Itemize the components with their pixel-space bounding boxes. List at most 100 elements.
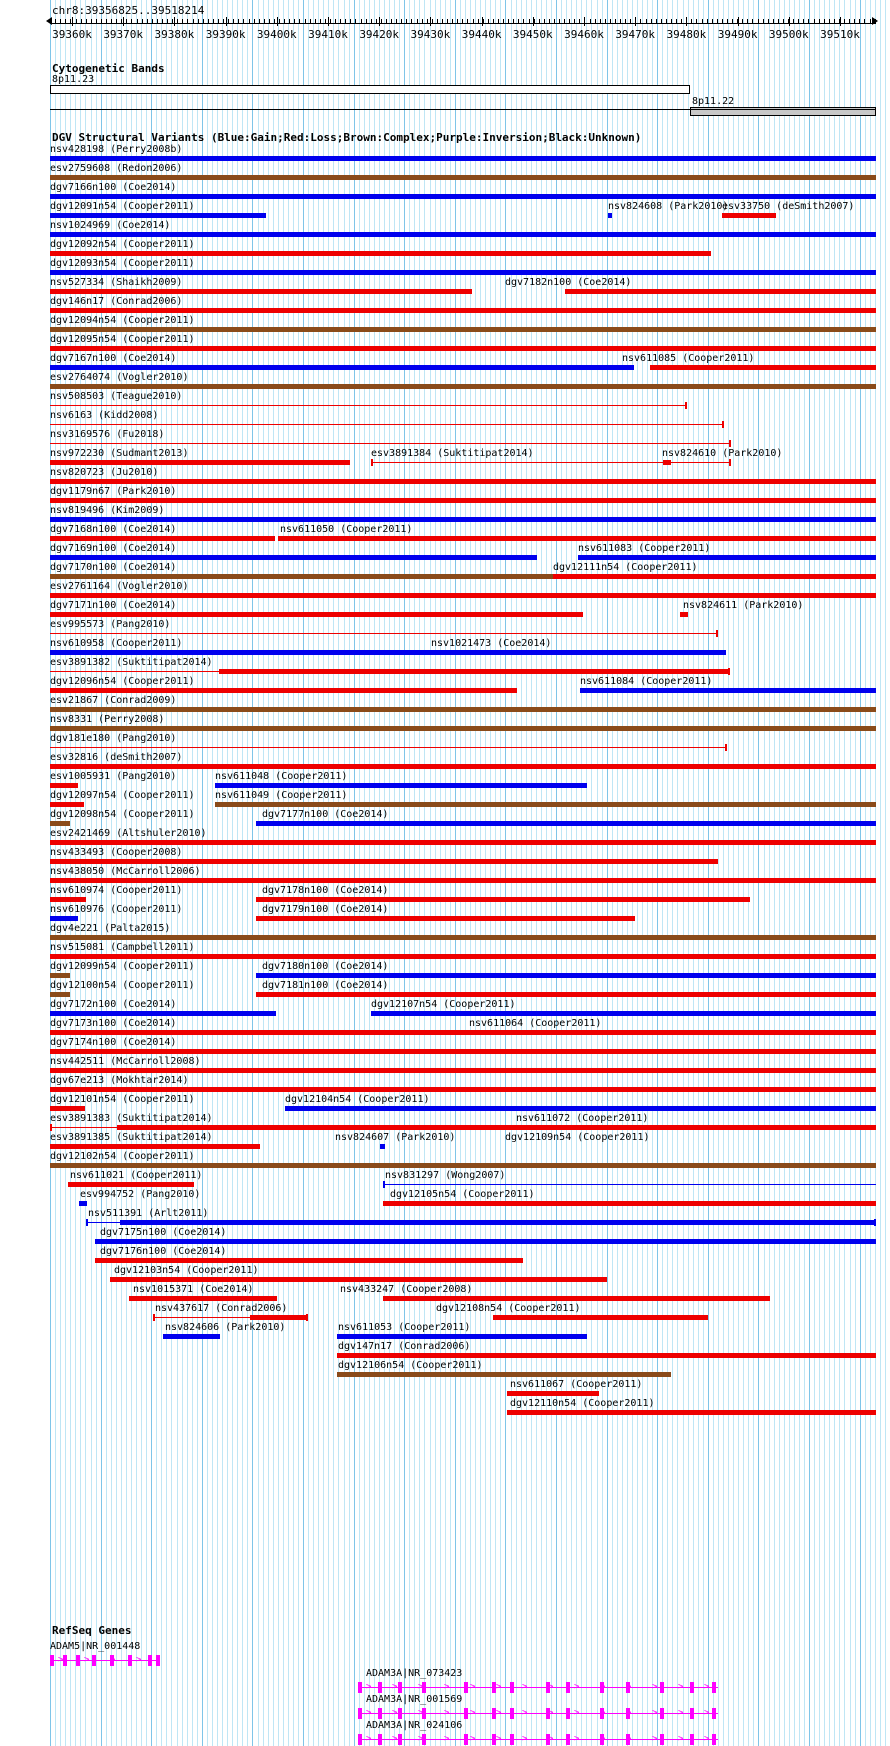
cytoband-segment[interactable] <box>50 85 690 94</box>
variant-bar[interactable] <box>256 897 750 902</box>
variant-bar[interactable] <box>256 973 876 978</box>
variant-bar[interactable] <box>163 1334 220 1339</box>
variant-label[interactable]: dgv7177n100 (Coe2014) <box>262 809 389 820</box>
variant-label[interactable]: nsv610958 (Cooper2011) <box>50 638 183 649</box>
variant-label[interactable]: nsv819496 (Kim2009) <box>50 505 165 516</box>
gene-exon[interactable] <box>546 1682 550 1693</box>
variant-label[interactable]: dgv7182n100 (Coe2014) <box>505 277 632 288</box>
variant-bar[interactable] <box>50 954 876 959</box>
gene-exon[interactable] <box>110 1655 114 1666</box>
gene-exon[interactable] <box>422 1682 426 1693</box>
variant-label[interactable]: nsv1021473 (Coe2014) <box>431 638 552 649</box>
variant-label[interactable]: nsv6163 (Kidd2008) <box>50 410 159 421</box>
variant-bar[interactable] <box>50 726 876 731</box>
variant-label[interactable]: nsv610976 (Cooper2011) <box>50 904 183 915</box>
gene-exon[interactable] <box>398 1708 402 1719</box>
variant-bar[interactable] <box>50 498 876 503</box>
gene-exon[interactable] <box>566 1734 570 1745</box>
variant-bar[interactable] <box>117 1125 876 1130</box>
variant-label[interactable]: esv32816 (deSmith2007) <box>50 752 183 763</box>
variant-bar[interactable] <box>215 802 876 807</box>
variant-bar[interactable] <box>50 1068 876 1073</box>
variant-label[interactable]: dgv7170n100 (Coe2014) <box>50 562 177 573</box>
variant-bar[interactable] <box>50 251 711 256</box>
variant-label[interactable]: dgv12102n54 (Cooper2011) <box>50 1151 195 1162</box>
gene-exon[interactable] <box>690 1708 694 1719</box>
gene-exon[interactable] <box>626 1734 630 1745</box>
variant-label[interactable]: nsv611048 (Cooper2011) <box>215 771 348 782</box>
variant-label[interactable]: esv995573 (Pang2010) <box>50 619 171 630</box>
variant-thin-line[interactable] <box>50 443 731 444</box>
variant-label[interactable]: dgv7176n100 (Coe2014) <box>100 1246 227 1257</box>
gene-exon[interactable] <box>566 1682 570 1693</box>
gene-exon[interactable] <box>690 1734 694 1745</box>
variant-label[interactable]: nsv428198 (Perry2008b) <box>50 144 183 155</box>
gene-exon[interactable] <box>128 1655 132 1666</box>
gene-exon[interactable] <box>398 1682 402 1693</box>
variant-bar[interactable] <box>95 1258 523 1263</box>
variant-bar[interactable] <box>383 1296 770 1301</box>
variant-bar[interactable] <box>215 783 587 788</box>
variant-bar[interactable] <box>278 536 876 541</box>
variant-label[interactable]: dgv7166n100 (Coe2014) <box>50 182 177 193</box>
variant-bar[interactable] <box>469 1030 876 1035</box>
variant-label[interactable]: esv3891382 (Suktitipat2014) <box>50 657 213 668</box>
variant-label[interactable]: nsv527334 (Shaikh2009) <box>50 277 183 288</box>
variant-bar[interactable] <box>50 232 876 237</box>
gene-exon[interactable] <box>464 1708 468 1719</box>
variant-label[interactable]: esv994752 (Pang2010) <box>80 1189 201 1200</box>
variant-label[interactable]: nsv508503 (Teague2010) <box>50 391 183 402</box>
variant-label[interactable]: dgv12108n54 (Cooper2011) <box>436 1303 581 1314</box>
variant-bar[interactable] <box>50 859 718 864</box>
variant-label[interactable]: dgv7173n100 (Coe2014) <box>50 1018 177 1029</box>
variant-bar[interactable] <box>129 1296 277 1301</box>
variant-label[interactable]: nsv972230 (Sudmant2013) <box>50 448 189 459</box>
coordinate-ruler[interactable]: chr8:39356825..39518214 39360k 39370k 3938… <box>0 0 890 52</box>
variant-label[interactable]: esv2761164 (Vogler2010) <box>50 581 189 592</box>
gene-exon[interactable] <box>510 1734 514 1745</box>
gene-exon[interactable] <box>358 1734 362 1745</box>
variant-label[interactable]: nsv1015371 (Coe2014) <box>133 1284 254 1295</box>
gene-exon[interactable] <box>626 1708 630 1719</box>
gene-exon[interactable] <box>660 1682 664 1693</box>
gene-exon[interactable] <box>600 1734 604 1745</box>
variant-label[interactable]: dgv7179n100 (Coe2014) <box>262 904 389 915</box>
variant-bar[interactable] <box>50 308 876 313</box>
variant-label[interactable]: nsv438050 (McCarroll2006) <box>50 866 201 877</box>
variant-label[interactable]: esv3891384 (Suktitipat2014) <box>371 448 534 459</box>
variant-bar[interactable] <box>663 460 671 465</box>
variant-label[interactable]: nsv820723 (Ju2010) <box>50 467 159 478</box>
variant-label[interactable]: esv2759608 (Redon2006) <box>50 163 183 174</box>
variant-bar[interactable] <box>50 1106 85 1111</box>
variant-label[interactable]: dgv12109n54 (Cooper2011) <box>505 1132 650 1143</box>
gene-exon[interactable] <box>422 1708 426 1719</box>
gene-label[interactable]: ADAM3A|NR_024106 <box>366 1720 463 1731</box>
variant-label[interactable]: dgv146n17 (Conrad2006) <box>50 296 183 307</box>
variant-label[interactable]: dgv12105n54 (Cooper2011) <box>390 1189 535 1200</box>
variant-bar[interactable] <box>50 1011 276 1016</box>
variant-label[interactable]: dgv1179n67 (Park2010) <box>50 486 177 497</box>
variant-bar[interactable] <box>580 688 876 693</box>
variant-label[interactable]: nsv437617 (Conrad2006) <box>155 1303 288 1314</box>
variant-bar[interactable] <box>110 1277 607 1282</box>
gene-exon[interactable] <box>378 1682 382 1693</box>
variant-label[interactable]: nsv433247 (Cooper2008) <box>340 1284 473 1295</box>
variant-bar[interactable] <box>50 517 876 522</box>
variant-label[interactable]: nsv611021 (Cooper2011) <box>70 1170 203 1181</box>
gene-exon[interactable] <box>92 1655 96 1666</box>
gene-exon[interactable] <box>600 1708 604 1719</box>
variant-bar[interactable] <box>50 688 517 693</box>
variant-label[interactable]: dgv7167n100 (Coe2014) <box>50 353 177 364</box>
variant-label[interactable]: dgv7174n100 (Coe2014) <box>50 1037 177 1048</box>
variant-bar[interactable] <box>507 1410 876 1415</box>
gene-exon[interactable] <box>510 1708 514 1719</box>
variant-label[interactable]: dgv7178n100 (Coe2014) <box>262 885 389 896</box>
variant-bar[interactable] <box>50 555 537 560</box>
variant-label[interactable]: nsv1024969 (Coe2014) <box>50 220 171 231</box>
variant-bar[interactable] <box>50 992 70 997</box>
variant-label[interactable]: dgv12097n54 (Cooper2011) <box>50 790 195 801</box>
variant-bar[interactable] <box>219 669 730 674</box>
variant-label[interactable]: dgv147n17 (Conrad2006) <box>338 1341 471 1352</box>
variant-label[interactable]: dgv12110n54 (Cooper2011) <box>510 1398 655 1409</box>
variant-label[interactable]: esv2421469 (Altshuler2010) <box>50 828 207 839</box>
